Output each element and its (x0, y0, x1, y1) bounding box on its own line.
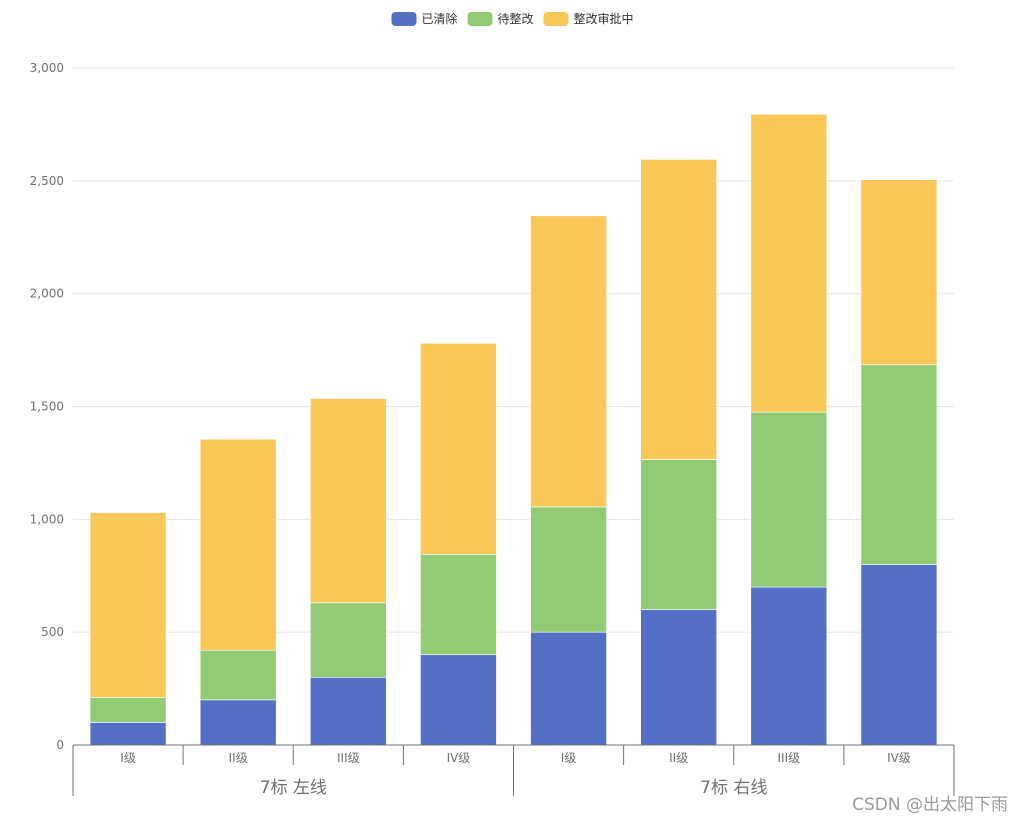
bar-cleared (750, 586, 828, 746)
bar-cleared (420, 654, 497, 746)
bar-pending (199, 649, 277, 701)
x-tick-label: IV级 (887, 751, 911, 765)
y-tick-label: 0 (56, 738, 64, 752)
x-tick-label: I级 (120, 751, 136, 765)
x-tick-label: II级 (229, 751, 248, 765)
y-tick-label: 2,500 (30, 174, 64, 188)
bar-cleared (530, 631, 607, 746)
bar-cleared (640, 609, 717, 746)
bar-approving (640, 159, 717, 460)
bar-pending (89, 697, 167, 723)
bar-pending (640, 459, 717, 610)
bar-approving (420, 343, 497, 555)
legend-label: 已清除 (422, 11, 458, 26)
bar-series (89, 113, 938, 746)
bar-pending (420, 554, 497, 656)
legend: 已清除 待整改 整改审批中 (391, 11, 634, 26)
legend-swatch (391, 12, 417, 26)
bar-approving (89, 512, 167, 698)
y-tick-label: 1,500 (30, 400, 64, 414)
bar-cleared (860, 564, 938, 746)
x-tick-label: III级 (778, 751, 801, 765)
x-tick-label: I级 (561, 751, 577, 765)
x-tick-label: III级 (337, 751, 360, 765)
y-tick-label: 500 (41, 625, 64, 639)
bar-approving (199, 438, 277, 651)
bar-cleared (310, 676, 387, 746)
bar-pending (530, 506, 607, 633)
bar-cleared (199, 699, 277, 746)
x-group-label: 7标 左线 (260, 778, 327, 798)
bar-approving (530, 215, 607, 508)
legend-swatch (543, 12, 569, 26)
bar-approving (860, 179, 938, 366)
bar-pending (310, 602, 387, 678)
legend-swatch (467, 12, 493, 26)
y-tick-label: 2,000 (30, 287, 64, 301)
y-tick-label: 3,000 (30, 61, 64, 75)
x-axis: I级 II级 III级 IV级 I级 II级 III级 IV级 7标 左线 7标 右线 (72, 744, 955, 798)
bar-pending (750, 411, 828, 588)
legend-label: 整改审批中 (574, 11, 634, 26)
watermark: CSDN @出太阳下雨 (852, 795, 1008, 815)
bar-approving (750, 113, 828, 413)
x-group-label: 7标 右线 (700, 778, 767, 798)
bar-approving (310, 398, 387, 604)
bar-cleared (89, 722, 167, 746)
legend-label: 待整改 (498, 11, 534, 26)
x-tick-label: IV级 (447, 751, 471, 765)
bar-pending (860, 364, 938, 565)
y-tick-label: 1,000 (30, 512, 64, 526)
x-tick-label: II级 (669, 751, 688, 765)
y-axis-tick-labels: 0 500 1,000 1,500 2,000 2,500 3,000 (30, 61, 64, 752)
